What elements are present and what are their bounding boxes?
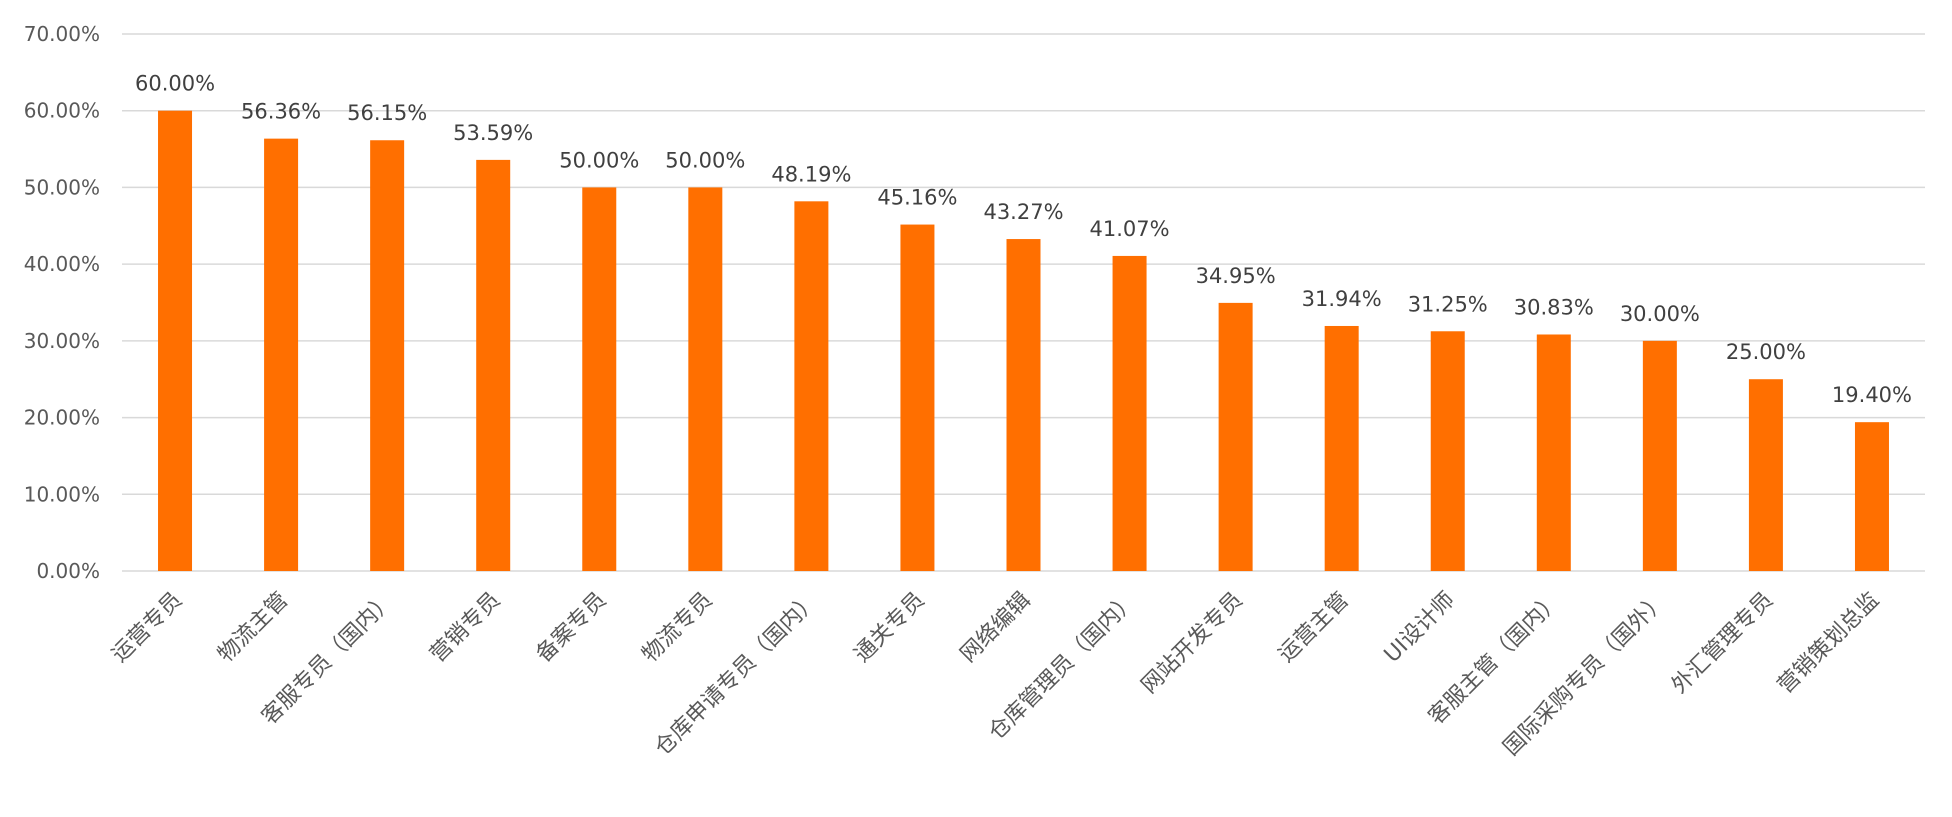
data-label: 56.36% <box>241 100 321 124</box>
data-label: 34.95% <box>1196 264 1276 288</box>
y-tick-label: 30.00% <box>24 329 100 353</box>
x-tick-label: 网站开发专员 <box>1137 588 1248 699</box>
data-label: 31.25% <box>1408 292 1488 316</box>
bar <box>158 110 193 571</box>
bar <box>1430 331 1465 571</box>
bar <box>1642 340 1677 571</box>
bar <box>582 187 617 571</box>
data-label: 56.15% <box>347 101 427 125</box>
data-label: 60.00% <box>135 72 215 96</box>
data-label: 48.19% <box>771 162 851 186</box>
y-tick-label: 40.00% <box>24 252 100 276</box>
bar <box>1112 255 1147 571</box>
bar <box>1324 325 1359 571</box>
bar <box>794 201 829 572</box>
data-label: 30.00% <box>1620 302 1700 326</box>
x-tick-label: 网络编辑 <box>956 588 1036 668</box>
x-tick-label: UI设计师 <box>1380 588 1460 668</box>
y-tick-label: 60.00% <box>24 99 100 123</box>
y-tick-label: 10.00% <box>24 482 100 506</box>
data-label: 43.27% <box>983 200 1063 224</box>
y-tick-label: 20.00% <box>24 406 100 430</box>
data-label: 50.00% <box>559 148 639 172</box>
bar <box>1006 239 1041 571</box>
x-tick-label: 运营主管 <box>1274 588 1354 668</box>
x-tick-label: 通关专员 <box>850 588 930 668</box>
y-tick-label: 70.00% <box>24 22 100 46</box>
x-tick-label: 营销专员 <box>426 588 506 668</box>
bar <box>688 187 723 571</box>
bar <box>476 159 511 572</box>
data-label: 25.00% <box>1726 340 1806 364</box>
y-tick-label: 0.00% <box>36 559 100 583</box>
bar <box>1536 334 1571 571</box>
bar <box>1748 379 1783 571</box>
x-tick-label: 营销策划总监 <box>1773 588 1884 699</box>
bar <box>1218 302 1253 571</box>
bar <box>370 140 405 572</box>
x-tick-label: 物流专员 <box>638 588 718 668</box>
bar <box>1854 422 1889 571</box>
data-label: 19.40% <box>1832 383 1912 407</box>
data-label: 30.83% <box>1514 295 1594 319</box>
data-label: 50.00% <box>665 148 745 172</box>
x-tick-label: 备案专员 <box>532 588 612 668</box>
x-tick-label: 物流主管 <box>213 588 293 668</box>
data-label: 45.16% <box>877 186 957 210</box>
y-tick-label: 50.00% <box>24 175 100 199</box>
data-label: 31.94% <box>1302 287 1382 311</box>
data-label: 41.07% <box>1090 217 1170 241</box>
data-label: 53.59% <box>453 121 533 145</box>
x-tick-label: 运营专员 <box>107 588 187 668</box>
bar <box>264 138 299 571</box>
x-tick-label: 外汇管理专员 <box>1667 588 1778 699</box>
bar <box>900 224 935 571</box>
